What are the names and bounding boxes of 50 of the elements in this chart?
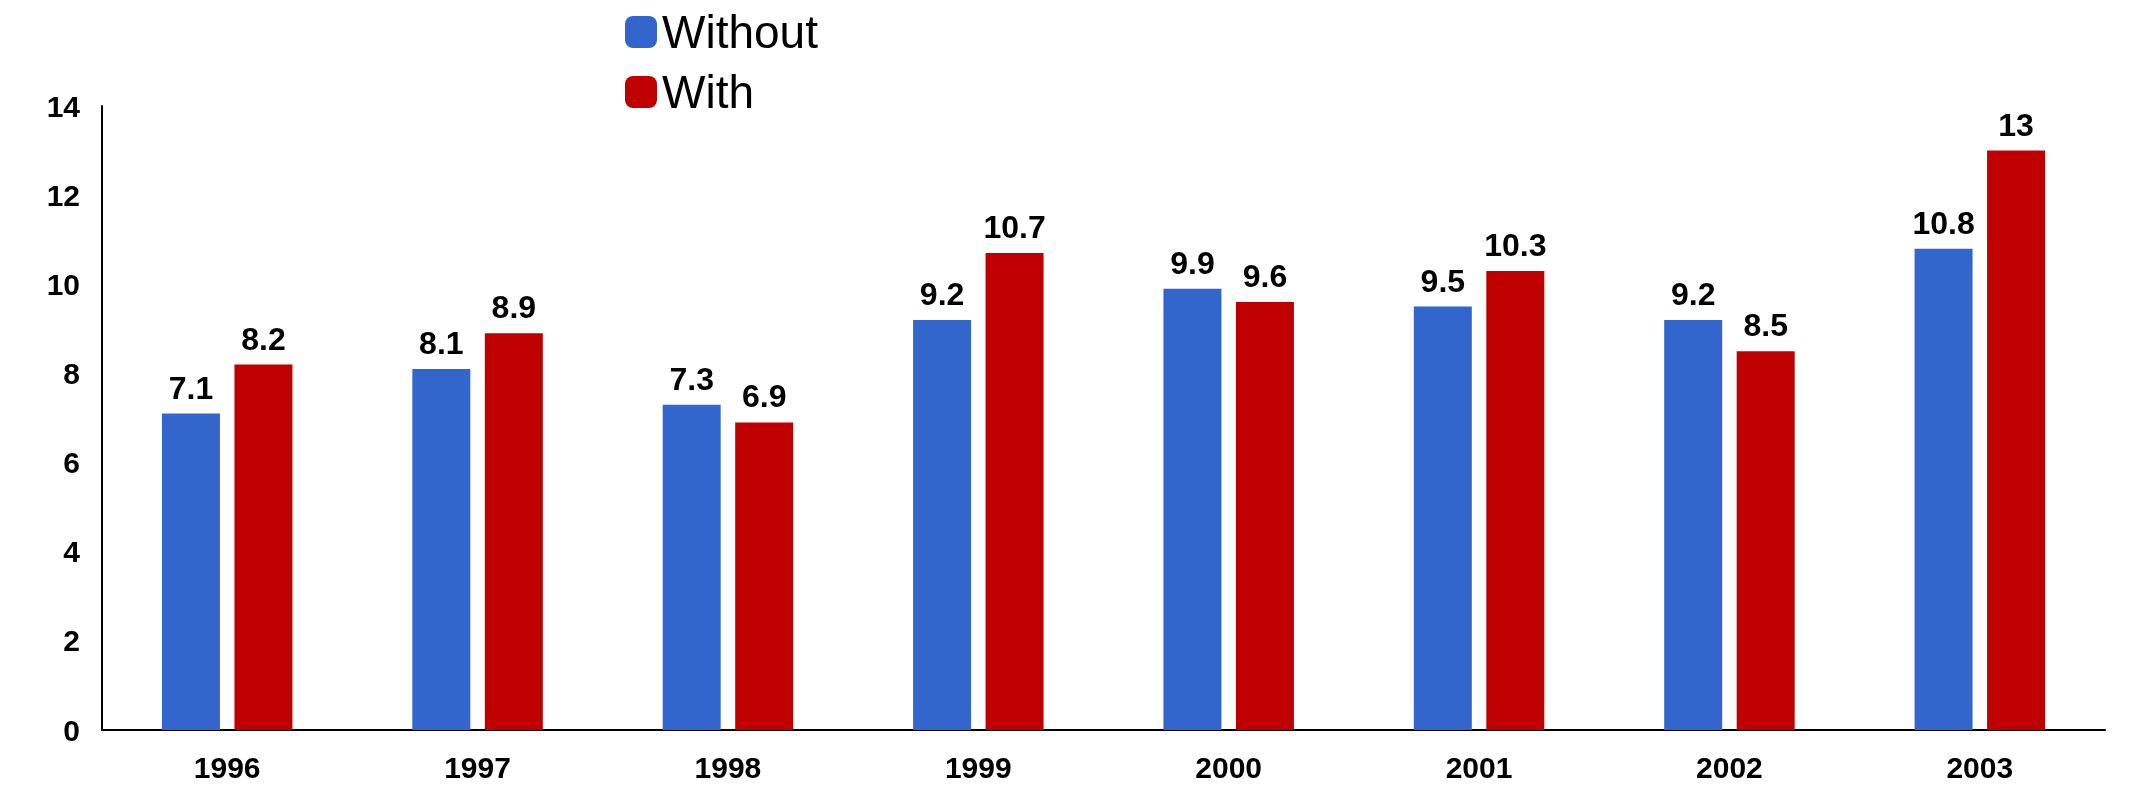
data-label: 9.5	[1420, 262, 1466, 299]
bar	[1413, 306, 1472, 730]
bar	[1736, 351, 1795, 730]
y-tick-label: 10	[46, 267, 80, 301]
bar	[662, 404, 721, 730]
bar	[913, 319, 972, 730]
data-label: 9.2	[1670, 275, 1716, 312]
data-label: 8.2	[241, 320, 286, 357]
data-label: 8.1	[419, 324, 464, 361]
bar	[1664, 319, 1723, 730]
y-tick-label: 2	[63, 624, 80, 658]
data-label: 9.9	[1170, 244, 1215, 281]
bar	[484, 333, 543, 730]
x-tick-label: 2002	[1696, 750, 1763, 784]
data-label: 6.9	[741, 378, 787, 415]
data-label: 8.9	[491, 289, 537, 326]
data-label: 7.1	[168, 369, 214, 406]
y-tick-label: 0	[63, 713, 80, 747]
x-tick-label: 1998	[694, 750, 762, 784]
bar	[735, 422, 794, 730]
bar	[1235, 302, 1294, 730]
bar	[1914, 248, 1973, 730]
data-label: 13	[1998, 106, 2034, 143]
data-label: 10.8	[1912, 204, 1975, 241]
y-tick-label: 6	[63, 446, 80, 480]
data-label: 9.2	[919, 275, 965, 312]
data-label: 10.7	[983, 209, 1046, 246]
x-tick-label: 1996	[193, 750, 261, 784]
x-tick-label: 1997	[444, 750, 511, 784]
bar	[985, 253, 1044, 730]
bar	[1163, 288, 1222, 730]
y-tick-label: 4	[63, 535, 81, 569]
y-tick-label: 12	[46, 178, 80, 212]
bar	[1987, 150, 2046, 730]
x-tick-label: 2001	[1445, 750, 1513, 784]
data-label: 8.5	[1743, 307, 1788, 344]
bar	[234, 364, 293, 730]
data-label: 10.3	[1484, 226, 1547, 263]
data-label: 7.3	[669, 360, 714, 397]
bar	[161, 413, 220, 730]
bar	[1486, 270, 1545, 730]
x-tick-label: 2003	[1946, 750, 2014, 784]
y-tick-label: 8	[63, 356, 80, 390]
data-label: 9.6	[1242, 258, 1288, 295]
x-tick-label: 2000	[1195, 750, 1263, 784]
legend-label: With	[662, 66, 754, 118]
y-tick-label: 14	[46, 89, 81, 123]
legend-label: Without	[662, 6, 819, 58]
x-tick-label: 1999	[944, 750, 1012, 784]
bar	[412, 368, 471, 730]
